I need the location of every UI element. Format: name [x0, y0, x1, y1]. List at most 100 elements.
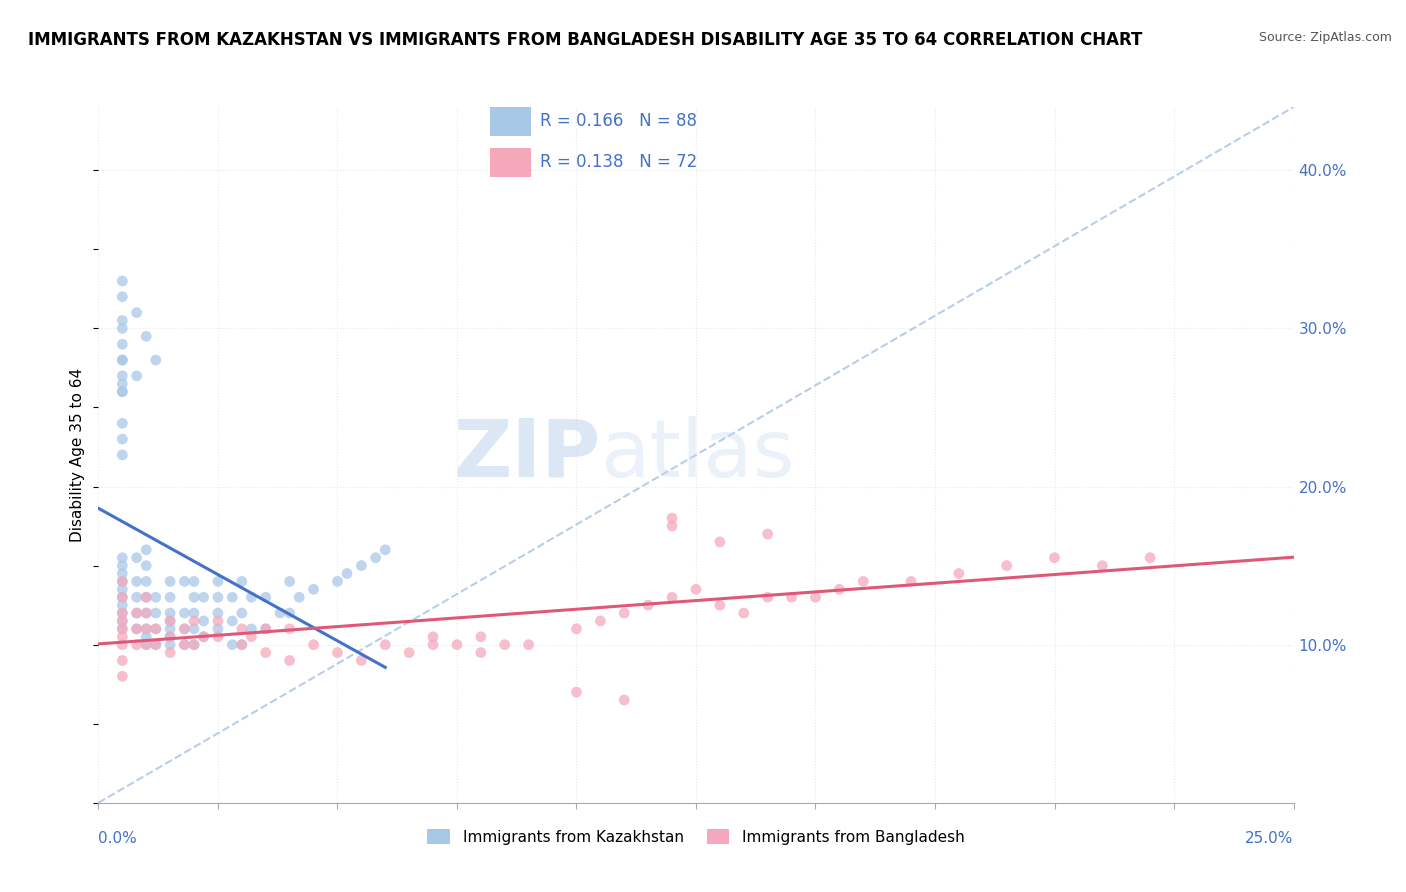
Point: [125, 591, 148, 605]
Point: [111, 353, 134, 368]
Point: [111, 606, 134, 620]
Text: 25.0%: 25.0%: [1246, 830, 1294, 846]
Point: [565, 622, 588, 636]
Point: [231, 638, 253, 652]
Point: [350, 558, 373, 573]
Point: [565, 685, 588, 699]
Point: [589, 614, 612, 628]
Point: [398, 646, 420, 660]
Point: [240, 622, 263, 636]
Point: [709, 598, 731, 612]
Point: [111, 384, 134, 399]
Point: [135, 606, 157, 620]
Point: [661, 519, 683, 533]
Point: [221, 591, 243, 605]
Point: [145, 591, 167, 605]
Point: [111, 606, 134, 620]
Point: [125, 368, 148, 383]
Point: [756, 527, 779, 541]
Point: [135, 591, 157, 605]
Point: [135, 606, 157, 620]
Point: [173, 638, 195, 652]
Point: [125, 622, 148, 636]
Point: [111, 622, 134, 636]
Point: [125, 622, 148, 636]
Point: [145, 638, 167, 652]
Point: [302, 638, 325, 652]
Point: [685, 582, 707, 597]
Point: [422, 630, 444, 644]
Point: [288, 591, 311, 605]
Point: [254, 622, 277, 636]
Point: [111, 313, 134, 327]
Point: [111, 622, 134, 636]
Point: [135, 558, 157, 573]
Point: [350, 653, 373, 667]
Point: [111, 448, 134, 462]
Point: [193, 614, 215, 628]
Point: [240, 630, 263, 644]
Point: [470, 646, 492, 660]
Point: [159, 614, 181, 628]
Point: [183, 638, 205, 652]
Point: [173, 622, 195, 636]
Point: [125, 606, 148, 620]
Point: [159, 646, 181, 660]
Point: [374, 542, 396, 557]
Point: [780, 591, 803, 605]
Text: R = 0.166   N = 88: R = 0.166 N = 88: [540, 112, 697, 130]
Point: [145, 622, 167, 636]
Point: [111, 669, 134, 683]
Point: [125, 574, 148, 589]
Point: [111, 376, 134, 391]
Point: [111, 591, 134, 605]
Point: [135, 574, 157, 589]
Point: [240, 591, 263, 605]
Point: [111, 558, 134, 573]
Point: [159, 622, 181, 636]
Y-axis label: Disability Age 35 to 64: Disability Age 35 to 64: [70, 368, 86, 542]
Point: [111, 630, 134, 644]
Point: [183, 638, 205, 652]
Point: [278, 653, 301, 667]
Point: [613, 606, 636, 620]
Point: [302, 582, 325, 597]
Point: [183, 591, 205, 605]
Point: [159, 591, 181, 605]
Point: [193, 630, 215, 644]
Point: [183, 606, 205, 620]
Point: [1043, 550, 1066, 565]
Point: [125, 550, 148, 565]
FancyBboxPatch shape: [491, 148, 530, 177]
Point: [173, 638, 195, 652]
Point: [125, 305, 148, 319]
Point: [111, 653, 134, 667]
Point: [661, 591, 683, 605]
Text: ZIP: ZIP: [453, 416, 600, 494]
Point: [207, 591, 229, 605]
Point: [183, 614, 205, 628]
Point: [159, 614, 181, 628]
Point: [145, 606, 167, 620]
Point: [613, 693, 636, 707]
Point: [709, 534, 731, 549]
Point: [900, 574, 922, 589]
Point: [173, 606, 195, 620]
Point: [231, 622, 253, 636]
Point: [111, 321, 134, 335]
Text: IMMIGRANTS FROM KAZAKHSTAN VS IMMIGRANTS FROM BANGLADESH DISABILITY AGE 35 TO 64: IMMIGRANTS FROM KAZAKHSTAN VS IMMIGRANTS…: [28, 31, 1143, 49]
Point: [517, 638, 540, 652]
Point: [733, 606, 755, 620]
Point: [207, 614, 229, 628]
Point: [111, 614, 134, 628]
Point: [326, 646, 349, 660]
Point: [446, 638, 468, 652]
Point: [254, 622, 277, 636]
Point: [326, 574, 349, 589]
Point: [159, 630, 181, 644]
Point: [207, 574, 229, 589]
Point: [374, 638, 396, 652]
Point: [125, 638, 148, 652]
Text: Source: ZipAtlas.com: Source: ZipAtlas.com: [1258, 31, 1392, 45]
Point: [995, 558, 1018, 573]
